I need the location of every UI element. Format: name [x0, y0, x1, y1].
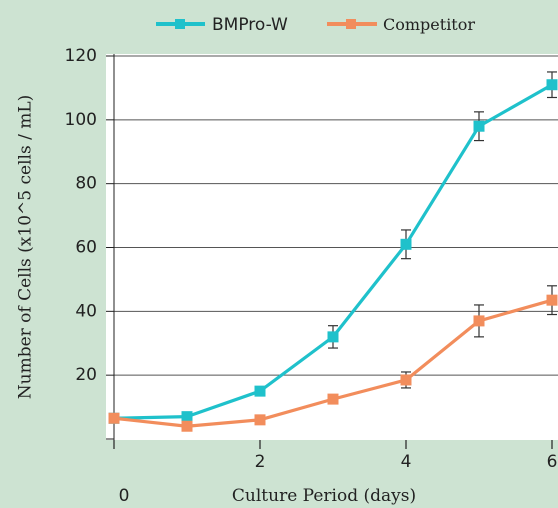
y-axis-ticks: 20 40 60 80 100 120: [65, 46, 114, 440]
data-point-0-5: [473, 120, 485, 132]
y-tick-label-80: 80: [75, 174, 97, 194]
x-tick-label-2: 2: [255, 452, 266, 472]
x-axis-ticks: 2 4 6: [113, 440, 558, 472]
y-tick-label-60: 60: [75, 238, 97, 258]
series-layer: [108, 71, 558, 432]
data-point-0-1: [181, 411, 193, 423]
legend-label-competitor: Competitor: [383, 15, 475, 34]
y-tick-label-20: 20: [75, 365, 97, 385]
x-origin-label: 0: [119, 486, 130, 506]
legend-label-bmpro: BMPro-W: [212, 15, 288, 35]
data-point-1-0: [108, 412, 120, 424]
data-point-1-3: [327, 393, 339, 405]
gridlines: [114, 55, 558, 376]
series-0: [108, 71, 558, 424]
legend-marker-bmpro: [175, 19, 185, 29]
x-tick-label-6: 6: [547, 452, 558, 472]
x-axis-title: Culture Period (days): [232, 486, 416, 506]
x-tick-label-4: 4: [401, 452, 412, 472]
data-point-0-4: [400, 238, 412, 250]
data-point-1-6: [546, 294, 558, 306]
y-tick-label-120: 120: [65, 46, 97, 66]
legend: BMPro-W Competitor: [156, 15, 475, 35]
data-point-0-2: [254, 385, 266, 397]
y-tick-label-40: 40: [75, 301, 97, 321]
y-tick-label-100: 100: [65, 110, 97, 130]
data-point-1-1: [181, 420, 193, 432]
y-axis-title: Number of Cells (x10^5 cells / mL): [16, 95, 36, 400]
data-point-1-4: [400, 374, 412, 386]
data-point-0-6: [546, 79, 558, 91]
data-point-0-3: [327, 331, 339, 343]
series-1: [108, 285, 558, 432]
data-point-1-2: [254, 414, 266, 426]
legend-marker-competitor: [346, 19, 356, 29]
data-point-1-5: [473, 315, 485, 327]
